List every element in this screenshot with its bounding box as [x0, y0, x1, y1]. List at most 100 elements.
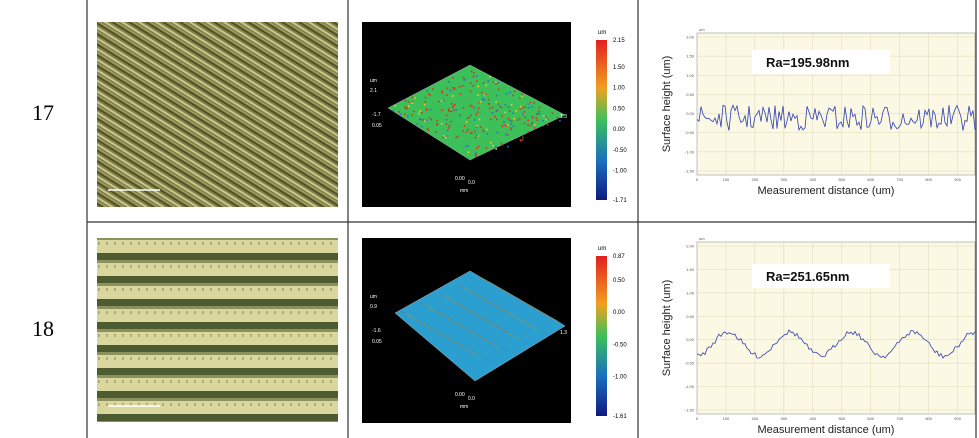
- surface-speck: [462, 107, 465, 109]
- surface-speck: [404, 99, 407, 102]
- surface-speck: [455, 109, 458, 111]
- surface-speck: [491, 112, 494, 114]
- surface-speck: [394, 104, 396, 107]
- surface-speck: [429, 108, 432, 111]
- surface-speck: [441, 109, 444, 112]
- surface-axis-label: 0.0: [468, 180, 475, 186]
- surface-speck: [440, 99, 443, 102]
- colorbar-tick-label: 2.15: [613, 38, 625, 44]
- table-row: 17um2.1-1.70.051.30.000.0mmum2.151.501.0…: [32, 22, 976, 207]
- surface-speck: [477, 135, 480, 137]
- surface-speck: [503, 123, 506, 126]
- ra-annotation: Ra=251.65nm: [766, 269, 849, 284]
- surface-speck: [411, 96, 414, 99]
- surface-speck: [518, 97, 521, 99]
- surface-speck: [477, 94, 479, 96]
- surface-speck: [476, 111, 479, 113]
- surface-speck: [495, 148, 497, 150]
- surface-speck: [538, 112, 541, 115]
- y-unit: um: [699, 27, 705, 32]
- profile-line: [696, 329, 976, 359]
- table-grid: [86, 0, 977, 438]
- surface-speck: [457, 135, 459, 138]
- surface-speck: [472, 84, 474, 87]
- surface-speck: [452, 109, 455, 111]
- colorbar-tick-label: -0.50: [613, 342, 627, 348]
- surface-speck: [489, 107, 491, 110]
- y-axis-label: Surface height (um): [661, 56, 673, 153]
- surface-speck: [542, 119, 544, 122]
- surface-speck: [427, 129, 430, 131]
- surface-speck: [473, 107, 476, 109]
- surface-speck: [406, 107, 409, 109]
- x-tick-label: 600: [867, 416, 874, 421]
- y-tick-label: -1.00: [685, 149, 695, 154]
- surface-speck: [538, 110, 540, 112]
- surface-speck: [495, 110, 498, 112]
- surface-speck: [448, 108, 450, 111]
- surface-speck: [496, 118, 498, 121]
- colorbar-tick-label: -1.00: [613, 169, 627, 175]
- row-number: 17: [32, 100, 54, 125]
- surface-speck: [487, 98, 490, 101]
- y-tick-label: -0.50: [685, 361, 695, 366]
- surface-speck: [521, 106, 524, 109]
- surface-speck: [452, 77, 454, 79]
- surface-speck: [488, 102, 491, 105]
- surface-speck: [428, 116, 431, 119]
- surface-speck: [487, 103, 490, 105]
- surface-speck: [527, 103, 529, 106]
- surface-speck: [497, 103, 499, 105]
- surface-speck: [478, 101, 480, 104]
- surface-speck: [411, 114, 413, 116]
- surface-speck: [524, 116, 526, 118]
- surface-ridge: [465, 288, 544, 333]
- surface-ridge: [469, 290, 548, 335]
- surface-speck: [516, 119, 519, 121]
- surface-speck: [411, 102, 414, 104]
- surface-speck: [545, 118, 548, 121]
- surface-ridge: [431, 308, 510, 353]
- surface-speck: [556, 116, 559, 119]
- x-tick-label: 500: [838, 177, 845, 182]
- surface-speck: [524, 106, 526, 108]
- surface-speck: [477, 107, 480, 110]
- surface-speck: [490, 118, 492, 121]
- surface-speck: [521, 95, 523, 98]
- profile-line: [696, 104, 976, 132]
- surface-speck: [423, 103, 426, 106]
- surface-axis-label: um: [370, 78, 377, 84]
- surface-speck: [418, 112, 420, 115]
- surface-speck: [504, 111, 507, 114]
- micrograph: [97, 238, 338, 422]
- surface-speck: [483, 130, 485, 133]
- surface-speck: [492, 81, 495, 83]
- x-tick-label: 300: [781, 177, 788, 182]
- surface-speck: [505, 92, 508, 95]
- surface-speck: [503, 121, 505, 123]
- surface-ridge: [484, 279, 563, 324]
- surface-speck: [445, 114, 448, 117]
- surface-speck: [425, 119, 428, 122]
- surface-speck: [453, 88, 456, 90]
- surface-axis-label: 1.3: [560, 114, 567, 120]
- surface-speck: [448, 81, 450, 83]
- surface-speck: [531, 106, 533, 108]
- x-tick-label: 500: [838, 416, 845, 421]
- row-number: 18: [32, 316, 54, 341]
- y-tick-label: 1.00: [686, 73, 695, 78]
- surface-speck: [496, 109, 499, 111]
- surface-speck: [463, 78, 466, 81]
- surface-ridge: [419, 302, 498, 347]
- x-tick-label: 800: [925, 416, 932, 421]
- surface-speck: [436, 122, 439, 125]
- surface-speck: [455, 136, 458, 139]
- x-axis-label: Measurement distance (um): [758, 185, 895, 197]
- surface-speck: [424, 101, 427, 103]
- surface-axis-label: 0.00: [455, 392, 465, 398]
- colorbar-tick-label: -1.61: [613, 414, 627, 420]
- surface-speck: [465, 145, 467, 148]
- y-tick-label: 1.00: [686, 290, 695, 295]
- surface-speck: [523, 111, 526, 113]
- surface-speck: [495, 83, 497, 85]
